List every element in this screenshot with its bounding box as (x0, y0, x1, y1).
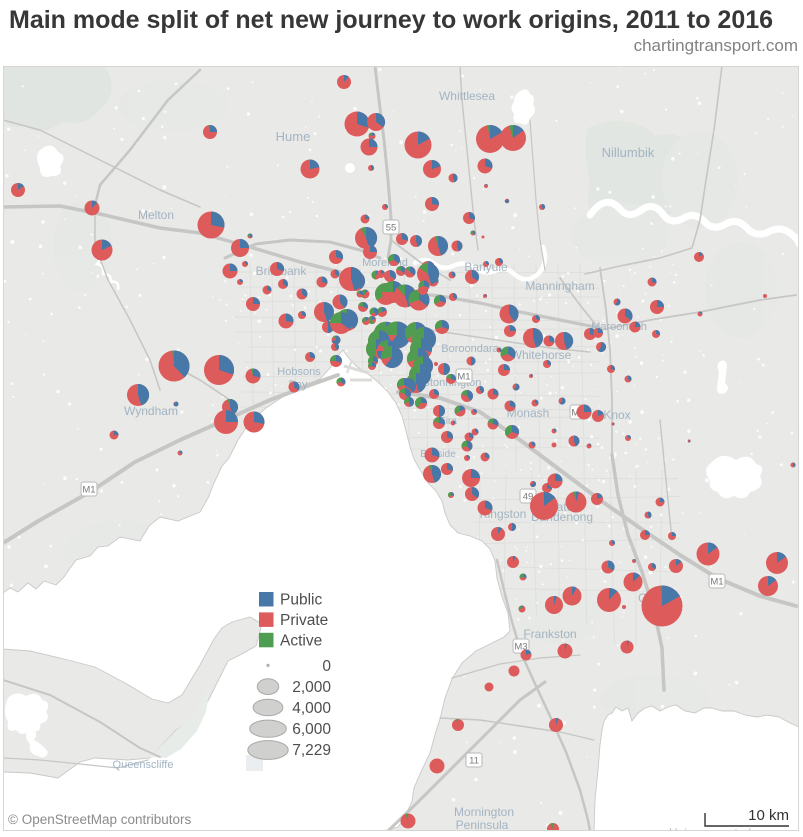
svg-text:Whitehorse: Whitehorse (511, 348, 572, 362)
svg-text:49: 49 (523, 492, 534, 503)
svg-text:M1: M1 (82, 485, 95, 496)
svg-text:Whittlesea: Whittlesea (439, 89, 495, 103)
svg-text:6,000: 6,000 (292, 721, 331, 738)
svg-text:Queenscliffe: Queenscliffe (113, 759, 174, 771)
svg-text:Frankston: Frankston (523, 627, 576, 641)
svg-text:Knox: Knox (603, 408, 630, 422)
svg-text:0: 0 (322, 658, 331, 675)
svg-text:Peninsula: Peninsula (456, 818, 509, 831)
svg-text:Public: Public (280, 592, 322, 609)
svg-text:4,000: 4,000 (292, 700, 331, 717)
svg-text:Monash: Monash (507, 406, 550, 420)
svg-text:© OpenStreetMap contributors: © OpenStreetMap contributors (8, 812, 192, 827)
svg-text:Manningham: Manningham (525, 279, 594, 293)
svg-text:Active: Active (280, 632, 322, 649)
svg-text:Private: Private (280, 612, 328, 629)
svg-text:Boroondara: Boroondara (441, 343, 499, 355)
svg-text:Mornington: Mornington (454, 805, 514, 819)
svg-text:Melton: Melton (138, 208, 174, 222)
svg-text:55: 55 (386, 223, 397, 234)
svg-text:Eira: Eira (439, 416, 457, 427)
svg-text:2,000: 2,000 (292, 679, 331, 696)
svg-text:M1: M1 (710, 577, 723, 588)
svg-text:Hobsons: Hobsons (277, 366, 321, 378)
svg-text:Wyndham: Wyndham (124, 404, 178, 418)
svg-text:M3: M3 (514, 642, 527, 653)
svg-text:Nillumbik: Nillumbik (602, 145, 655, 160)
svg-text:10 km: 10 km (748, 807, 789, 824)
svg-text:M1: M1 (457, 372, 470, 383)
svg-text:7,229: 7,229 (292, 742, 331, 759)
svg-text:Hume: Hume (276, 129, 311, 144)
svg-text:11: 11 (469, 756, 479, 767)
